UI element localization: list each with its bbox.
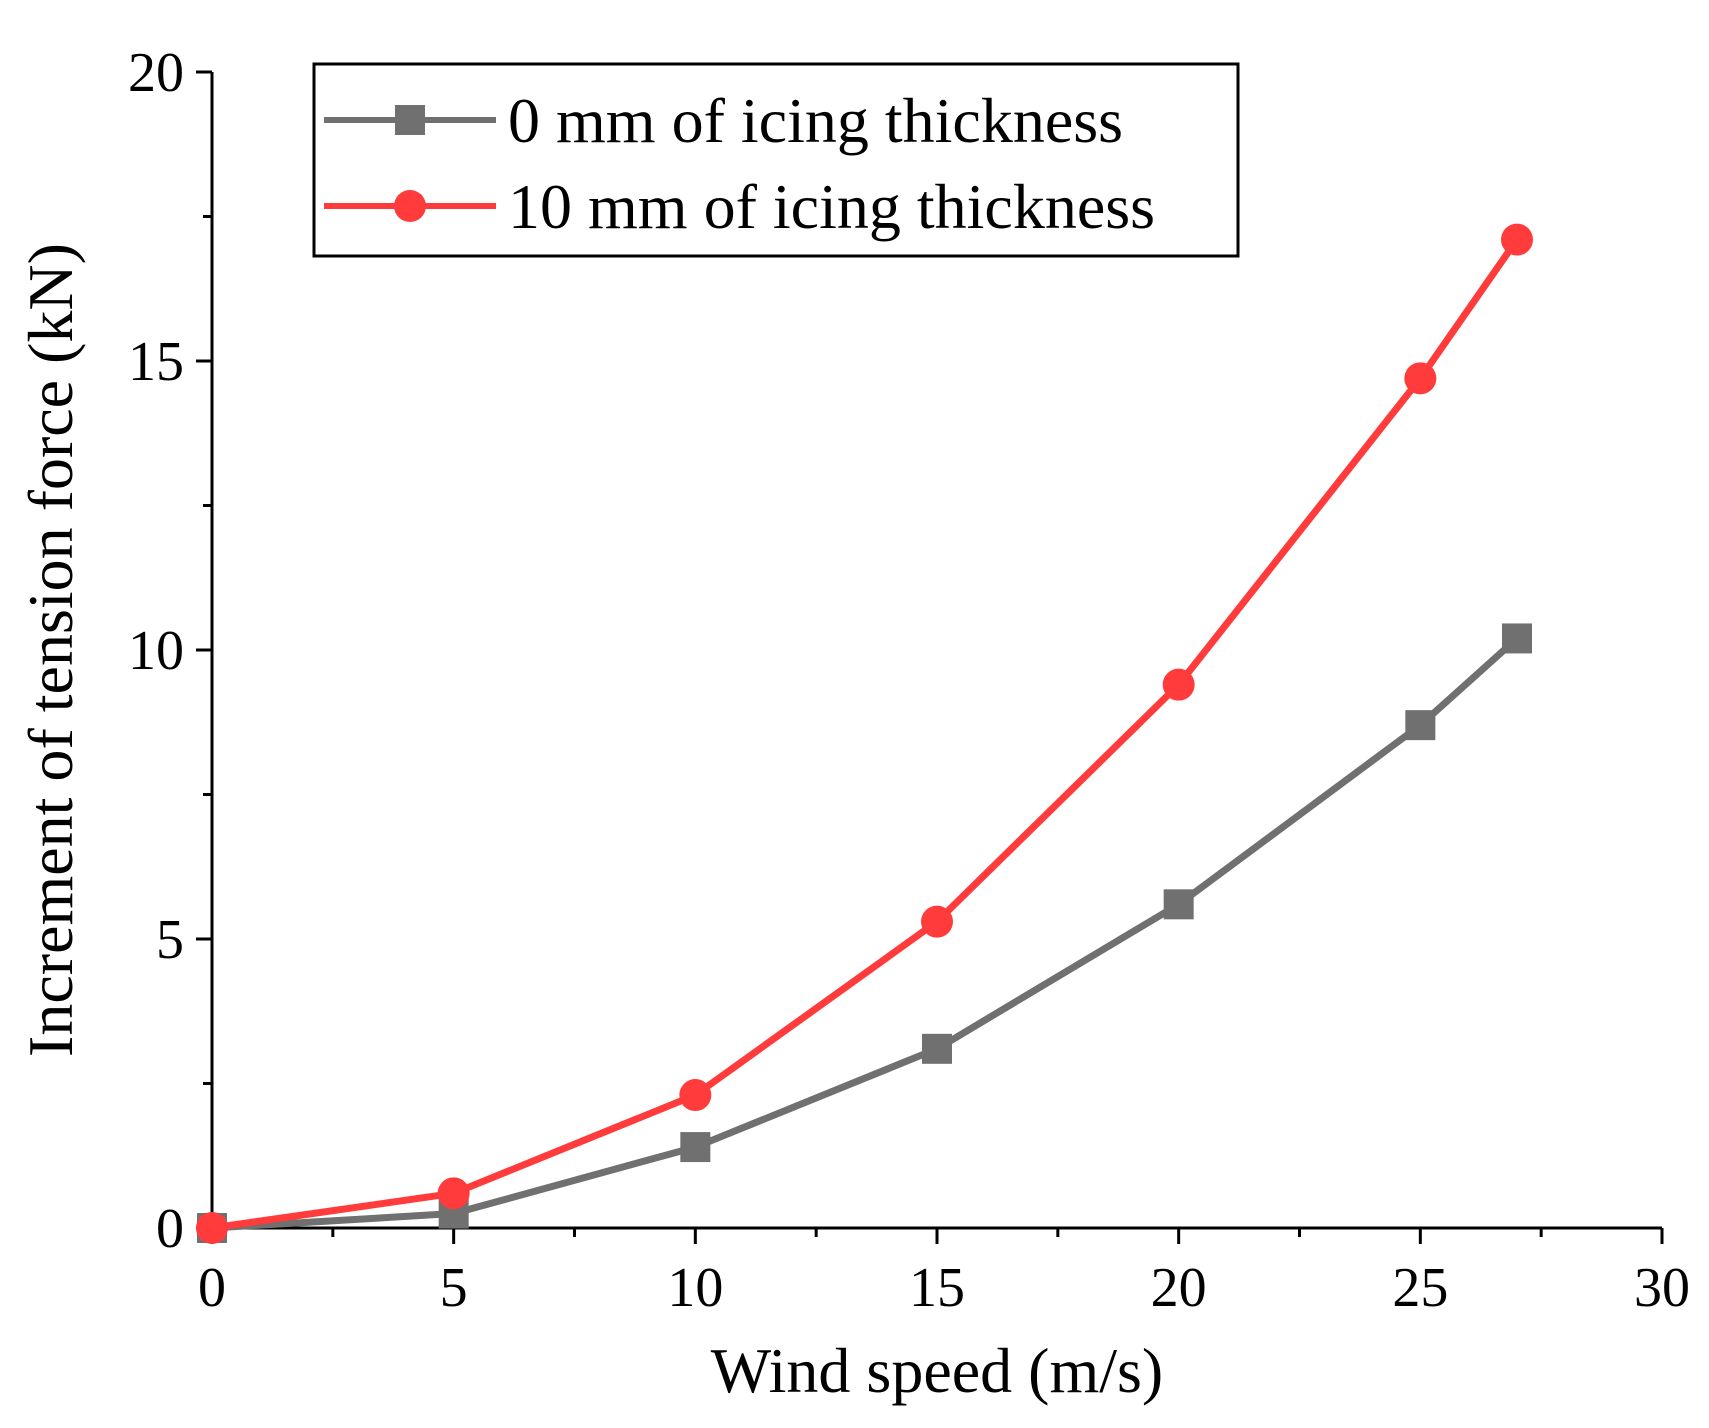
y-tick-label: 5 [156, 909, 184, 971]
x-tick-label: 30 [1634, 1257, 1690, 1319]
data-point [1163, 889, 1194, 920]
data-point [1405, 710, 1436, 741]
x-tick-label: 0 [198, 1257, 226, 1319]
data-point [1501, 223, 1533, 256]
x-tick-label: 20 [1151, 1257, 1207, 1319]
legend-entry-0mm: 0 mm of icing thickness [324, 85, 1123, 156]
x-axis-title: Wind speed (m/s) [711, 1335, 1163, 1406]
legend-marker-circle [394, 190, 426, 222]
data-point [680, 1132, 711, 1163]
series-1 [196, 223, 1533, 1244]
data-point [196, 1212, 228, 1244]
ticks: 0 5 10 15 20 25 30 0 5 10 15 20 [128, 42, 1690, 1319]
y-axis-title: Increment of tension force (kN) [15, 243, 86, 1057]
data-point [437, 1177, 470, 1210]
series-0 [197, 623, 1532, 1243]
data-point [922, 1033, 952, 1064]
x-tick-label: 5 [440, 1257, 468, 1319]
series-line [211, 635, 1520, 1232]
legend: 0 mm of icing thickness 10 mm of icing t… [312, 62, 1240, 258]
legend-marker-square [395, 105, 425, 135]
legend-label-10mm: 10 mm of icing thickness [508, 171, 1155, 242]
series-layer [196, 223, 1533, 1244]
x-tick-label: 15 [909, 1257, 965, 1319]
y-tick-label: 20 [128, 42, 184, 104]
y-tick-label: 0 [156, 1198, 184, 1260]
data-point [1404, 362, 1437, 395]
legend-entry-10mm: 10 mm of icing thickness [324, 171, 1155, 242]
data-point [1162, 668, 1195, 701]
data-point [1502, 623, 1532, 654]
y-tick-label: 15 [128, 331, 184, 393]
data-point [679, 1079, 712, 1112]
x-tick-label: 10 [667, 1257, 723, 1319]
x-tick-label: 25 [1392, 1257, 1448, 1319]
y-tick-label: 10 [128, 620, 184, 682]
legend-box [312, 62, 1240, 258]
legend-label-0mm: 0 mm of icing thickness [508, 85, 1123, 156]
data-point [921, 905, 953, 938]
